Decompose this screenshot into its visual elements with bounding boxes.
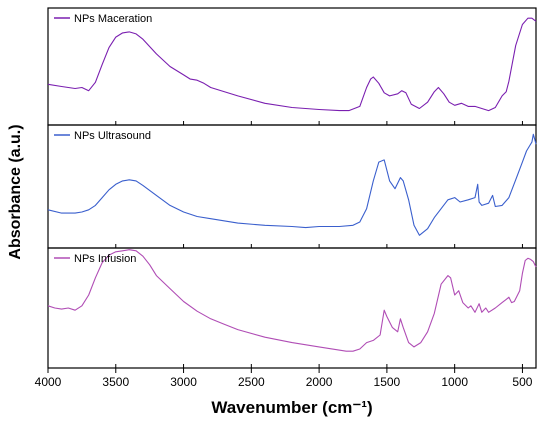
series-line [47, 133, 537, 236]
x-tick-label: 1500 [374, 375, 401, 389]
legend-label: NPs Ultrasound [74, 130, 151, 142]
series-line [47, 17, 537, 112]
chart-panels: NPs Maceration NPs Ultrasound NPs Infusion [47, 7, 537, 369]
x-tick-label: 3500 [102, 375, 129, 389]
panel-frame [47, 124, 537, 249]
x-tick-label: 3000 [170, 375, 197, 389]
panel-2: NPs Ultrasound [47, 124, 537, 249]
y-axis-title: Absorbance (a.u.) [7, 124, 24, 259]
x-tick-label: 500 [512, 375, 532, 389]
x-axis-title: Wavenumber (cm⁻¹) [211, 398, 372, 417]
legend-entry: NPs Infusion [54, 253, 136, 265]
panel-1: NPs Maceration [47, 7, 537, 126]
x-tick-label: 2000 [306, 375, 333, 389]
x-axis: 4000 3500 3000 2500 2000 1500 1000 500 [35, 368, 533, 389]
x-tick-label: 4000 [35, 375, 62, 389]
x-tick-label: 2500 [238, 375, 265, 389]
x-tick-label: 1000 [441, 375, 468, 389]
legend-label: NPs Maceration [74, 13, 152, 25]
legend-entry: NPs Ultrasound [54, 130, 151, 142]
series-line [47, 249, 537, 352]
legend-label: NPs Infusion [74, 253, 136, 265]
legend-entry: NPs Maceration [54, 13, 152, 25]
panel-frame [47, 247, 537, 369]
panel-3: NPs Infusion [47, 247, 537, 369]
